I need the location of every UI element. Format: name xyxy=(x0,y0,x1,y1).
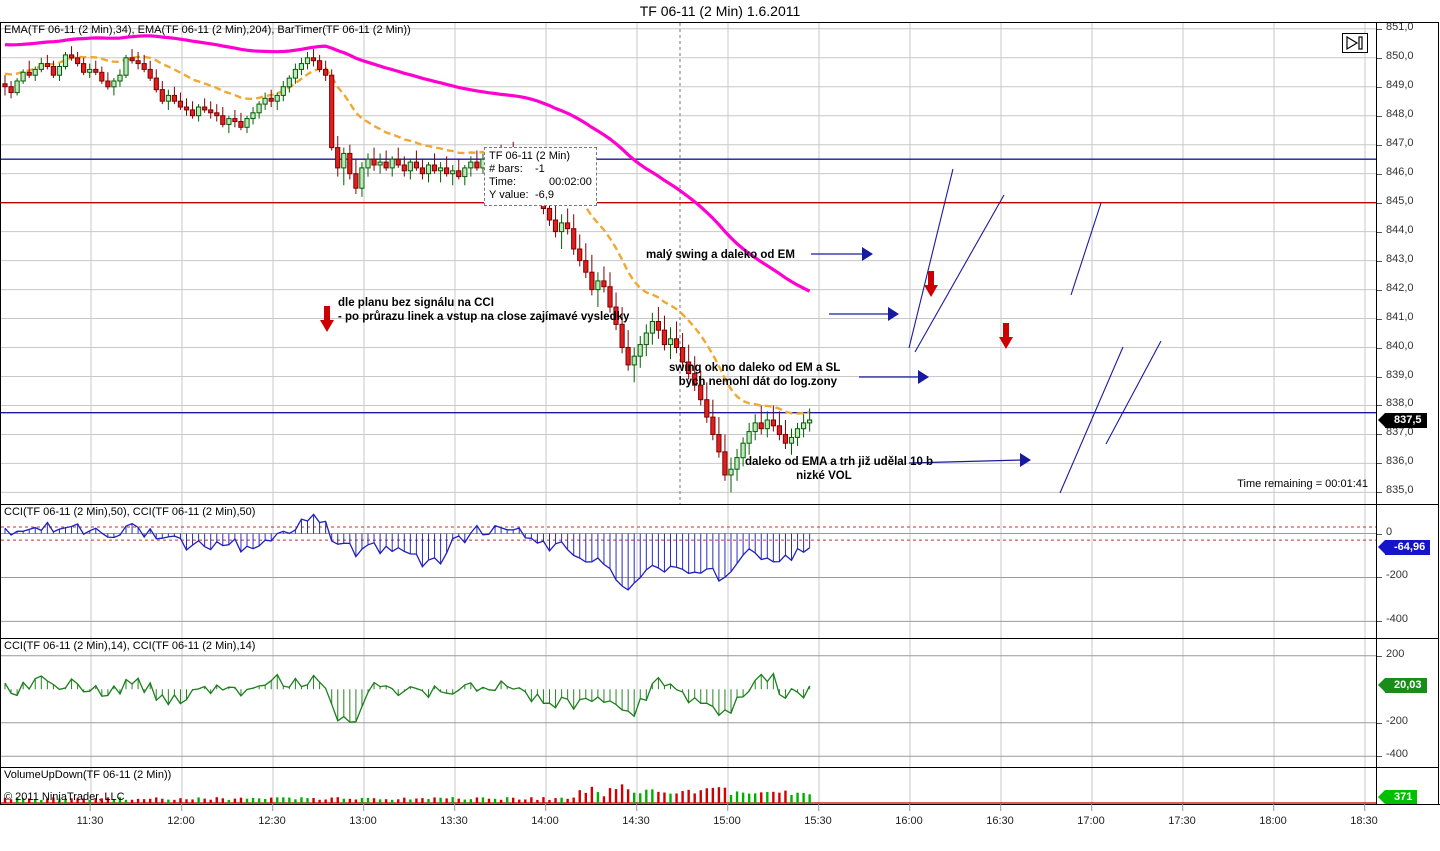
price-y-axis[interactable]: 851,0 850,0 849,0 848,0 847,0 846,0 845,0 844,0… xyxy=(1376,23,1438,504)
tooltip-time-value: 00:02:00 xyxy=(549,176,592,188)
time-axis-tick: 11:30 xyxy=(76,804,104,827)
time-axis-tick: 17:00 xyxy=(1077,804,1105,827)
tooltip-yvalue-key: Y value: xyxy=(489,189,529,201)
volume-plot-area[interactable] xyxy=(1,768,1377,804)
time-axis-tick: 17:30 xyxy=(1168,804,1196,827)
time-axis-tick: 13:30 xyxy=(440,804,468,827)
cci50-panel-label: CCI(TF 06-11 (2 Min),50), CCI(TF 06-11 (… xyxy=(4,506,256,518)
price-panel-indicator-label: EMA(TF 06-11 (2 Min),34), EMA(TF 06-11 (… xyxy=(4,24,411,36)
time-axis-tick: 16:30 xyxy=(986,804,1014,827)
tooltip-title: TF 06-11 (2 Min) xyxy=(489,150,571,162)
tooltip-row-time: Time: 00:02:00 xyxy=(489,176,592,189)
chart-frame: EMA(TF 06-11 (2 Min),34), EMA(TF 06-11 (… xyxy=(0,22,1439,804)
volume-badge: 371 xyxy=(1377,790,1418,804)
time-axis-tick: 18:30 xyxy=(1350,804,1378,827)
page-title: TF 06-11 (2 Min) 1.6.2011 xyxy=(639,3,801,19)
time-axis-tick: 15:00 xyxy=(713,804,741,827)
tooltip-row-bars: # bars: -1 xyxy=(489,163,592,176)
anno-swing-ok: swing ok no daleko od EM a SL bych nemoh… xyxy=(669,362,841,388)
cci14-plot-area[interactable] xyxy=(1,639,1377,768)
volume-panel-label: VolumeUpDown(TF 06-11 (2 Min)) xyxy=(4,769,172,781)
cci14-panel-label: CCI(TF 06-11 (2 Min),14), CCI(TF 06-11 (… xyxy=(4,640,256,652)
cci50-canvas xyxy=(1,505,1377,639)
time-axis-tick: 16:00 xyxy=(895,804,923,827)
tooltip-bars-value: -1 xyxy=(535,163,545,175)
anno-maly-swing: malý swing a daleko od EM xyxy=(646,249,795,261)
time-axis-tick: 14:30 xyxy=(622,804,650,827)
crosshair-tooltip: TF 06-11 (2 Min) # bars: -1 Time: 00:02:… xyxy=(484,147,597,206)
skip-to-end-icon[interactable] xyxy=(1342,33,1368,58)
time-axis-tick: 12:30 xyxy=(258,804,286,827)
volume-y-axis[interactable]: 371 xyxy=(1376,768,1438,804)
price-chart-canvas xyxy=(1,23,1377,504)
cci14-yaxis-badge: 20,03 xyxy=(1378,678,1427,694)
window-title-bar: TF 06-11 (2 Min) 1.6.2011 xyxy=(0,0,1440,22)
price-panel[interactable]: EMA(TF 06-11 (2 Min),34), EMA(TF 06-11 (… xyxy=(1,23,1438,504)
tooltip-row-yvalue: Y value: -6,9 xyxy=(489,189,592,202)
cci14-y-axis[interactable]: 200 -200 -400 20,03 xyxy=(1376,639,1438,768)
copyright-text: © 2011 NinjaTrader, LLC xyxy=(4,791,125,803)
cci14-canvas xyxy=(1,639,1377,768)
tooltip-bars-key: # bars: xyxy=(489,163,523,175)
volume-canvas xyxy=(1,768,1377,804)
cci50-y-axis[interactable]: 0 -200 -400 -64,96 xyxy=(1376,505,1438,639)
time-axis-tick: 13:00 xyxy=(349,804,377,827)
cci50-panel[interactable]: CCI(TF 06-11 (2 Min),50), CCI(TF 06-11 (… xyxy=(1,504,1438,639)
cci50-yaxis-badge: -64,96 xyxy=(1377,540,1431,556)
time-axis-tick: 15:30 xyxy=(804,804,832,827)
cci14-panel[interactable]: CCI(TF 06-11 (2 Min),14), CCI(TF 06-11 (… xyxy=(1,638,1438,768)
tooltip-title-row: TF 06-11 (2 Min) xyxy=(489,150,592,163)
bar-timer-text: Time remaining = 00:01:41 xyxy=(1237,478,1368,490)
time-axis[interactable]: 11:30 12:00 12:30 13:00 13:30 14:00 14:30 15:00… xyxy=(0,804,1440,851)
time-axis-tick: 18:00 xyxy=(1259,804,1287,827)
anno-dle-planu: dle planu bez signálu na CCI - po průraz… xyxy=(338,297,630,323)
price-plot-area[interactable] xyxy=(1,23,1377,504)
tooltip-time-key: Time: xyxy=(489,176,517,188)
tooltip-yvalue-value: -6,9 xyxy=(535,189,554,201)
volume-panel[interactable]: VolumeUpDown(TF 06-11 (2 Min)) 371 © 201… xyxy=(1,767,1438,804)
time-axis-tick: 12:00 xyxy=(167,804,195,827)
cci50-plot-area[interactable] xyxy=(1,505,1377,639)
anno-daleko-od-ema: daleko od EMA a trh již udělal 10 b nizk… xyxy=(745,456,934,482)
current-price-badge: 837,5 xyxy=(1378,412,1427,428)
time-axis-tick: 14:00 xyxy=(531,804,559,827)
